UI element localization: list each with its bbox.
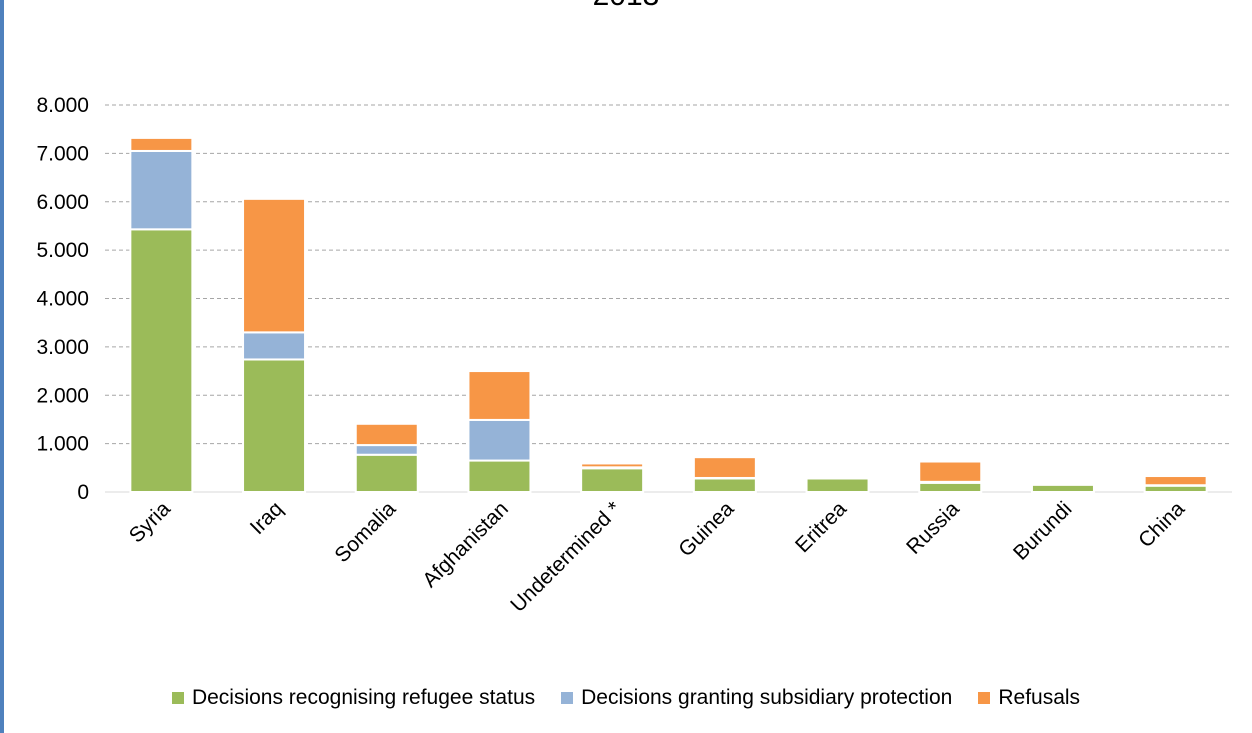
bar-segment — [805, 477, 870, 493]
y-tick-label: 0 — [77, 481, 89, 504]
bar-segment — [918, 460, 983, 483]
bar-segment — [129, 149, 194, 231]
bar-segment — [580, 467, 645, 494]
x-tick-label: Guinea — [674, 497, 738, 561]
legend-item: Decisions recognising refugee status — [171, 686, 536, 710]
chart-title: 2013 — [0, 0, 1252, 14]
bar-segment — [692, 477, 757, 493]
y-tick-label: 7.000 — [36, 142, 89, 165]
bar-segment — [129, 228, 194, 493]
bar-segment — [692, 456, 757, 479]
x-tick-label: China — [1134, 497, 1189, 552]
x-tick-label: Syria — [125, 497, 175, 547]
x-tick-label: Iraq — [246, 497, 288, 539]
bar-segment — [129, 136, 194, 152]
y-tick-label: 8.000 — [36, 94, 89, 117]
y-tick-label: 3.000 — [36, 336, 89, 359]
bar-segment — [918, 481, 983, 493]
bar-segment — [467, 370, 532, 421]
x-tick-label: Afghanistan — [418, 497, 513, 592]
y-tick-label: 1.000 — [36, 433, 89, 456]
bar-segment — [1030, 483, 1095, 493]
bar-segment — [354, 444, 419, 456]
bar-segment — [580, 462, 645, 469]
chart-legend: Decisions recognising refugee status Deci… — [0, 686, 1252, 710]
legend-item: Decisions granting subsidiary protection — [561, 686, 952, 710]
bar-segment — [467, 459, 532, 493]
y-tick-label: 2.000 — [36, 384, 89, 407]
legend-label: Decisions granting subsidiary protection — [581, 686, 953, 709]
x-tick-label: Undetermined * — [506, 497, 625, 616]
bar-segment — [242, 331, 307, 361]
bar-segment — [354, 422, 419, 447]
x-tick-label: Russia — [902, 497, 964, 559]
x-tick-label: Somalia — [330, 497, 400, 567]
legend-swatch — [561, 692, 574, 704]
legend-label: Refusals — [998, 686, 1081, 709]
legend-label: Decisions recognising refugee status — [191, 686, 536, 709]
y-tick-label: 6.000 — [36, 191, 89, 214]
y-tick-label: 5.000 — [36, 239, 89, 262]
y-tick-label: 4.000 — [36, 288, 89, 311]
legend-item: Refusals — [978, 686, 1080, 710]
bar-segment — [467, 418, 532, 462]
bar-segment — [242, 358, 307, 494]
bar-segment — [1143, 475, 1208, 487]
legend-swatch — [171, 692, 184, 704]
left-border-rule — [0, 0, 4, 733]
x-tick-label: Eritrea — [791, 497, 851, 557]
bar-segment — [242, 197, 307, 334]
bar-segment — [354, 453, 419, 493]
legend-swatch — [978, 692, 991, 704]
x-tick-label: Burundi — [1009, 497, 1076, 564]
